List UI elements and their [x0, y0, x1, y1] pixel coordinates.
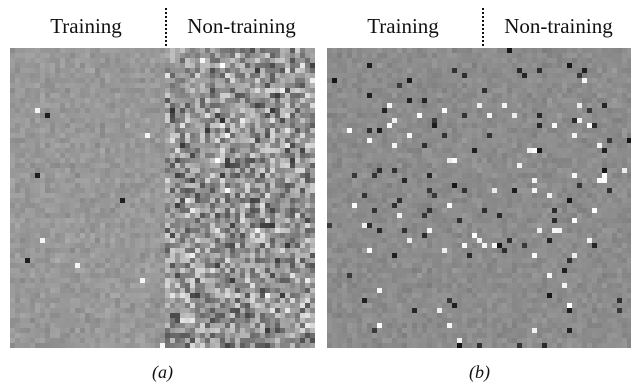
- panel-a: Training Non-training (a): [10, 0, 315, 390]
- panel-b-caption: (b): [469, 362, 490, 382]
- panel-a-caption: (a): [152, 362, 173, 382]
- panel-b-training-label: Training: [367, 14, 439, 38]
- panel-b: Training Non-training (b): [327, 0, 631, 390]
- panel-a-divider: [165, 8, 167, 46]
- panel-a-noise-image: [10, 48, 315, 348]
- panel-b-noise-image: [327, 48, 631, 348]
- panel-b-non-training-label: Non-training: [504, 14, 613, 38]
- panel-a-training-label: Training: [50, 14, 122, 38]
- panel-b-divider: [482, 8, 484, 46]
- panel-a-non-training-label: Non-training: [187, 14, 296, 38]
